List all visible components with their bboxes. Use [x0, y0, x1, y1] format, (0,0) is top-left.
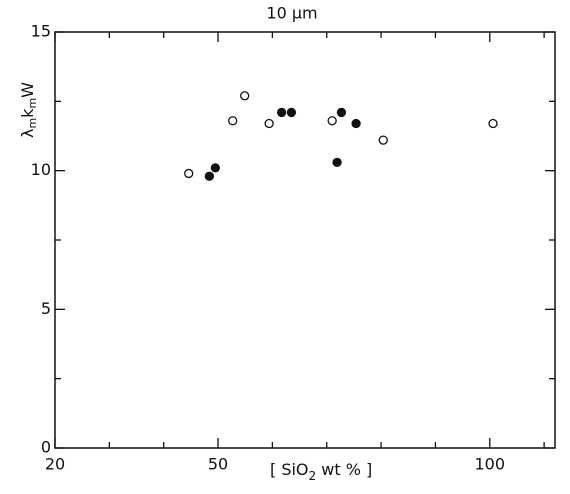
- plot-frame: [54, 31, 556, 449]
- y-axis-label: λmkmW: [18, 82, 40, 138]
- data-point: [210, 163, 220, 173]
- data-point: [378, 135, 388, 145]
- y-tick-label: 5: [41, 299, 51, 318]
- x-tick-label: 100: [475, 455, 506, 474]
- y-tick-label: 10: [31, 160, 51, 179]
- chart-title: 10 μm: [266, 4, 317, 23]
- data-point: [332, 157, 342, 167]
- y-tick-label: 0: [41, 438, 51, 457]
- data-point: [228, 116, 238, 126]
- data-point: [336, 107, 347, 118]
- data-point: [351, 118, 361, 129]
- data-point: [286, 107, 297, 118]
- data-point: [488, 118, 498, 129]
- data-point: [184, 168, 194, 179]
- x-tick-label: 50: [208, 455, 228, 474]
- data-point: [204, 171, 214, 181]
- x-tick-label: 20: [45, 455, 65, 474]
- y-tick-label: 15: [31, 22, 51, 41]
- data-point: [327, 116, 337, 126]
- x-axis-label: [ SiO2 wt % ]: [270, 460, 372, 483]
- data-point: [240, 91, 250, 101]
- data-point: [276, 107, 287, 118]
- data-point: [264, 118, 274, 129]
